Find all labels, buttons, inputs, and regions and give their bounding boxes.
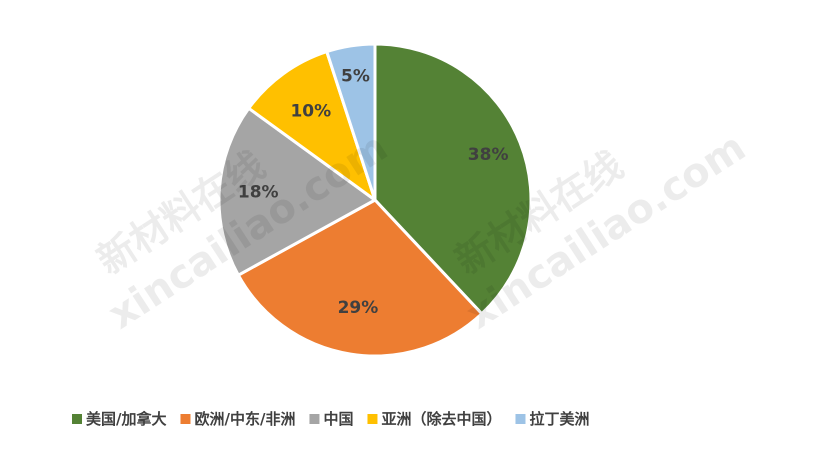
pie-data-labels: 38% 29% 18% 10% 5%	[238, 67, 509, 318]
pie-slice-1	[373, 42, 533, 316]
legend-label-2: 欧洲/中东/非洲	[194, 410, 295, 428]
legend-swatch-1	[72, 414, 82, 424]
legend-label-3: 中国	[323, 410, 353, 428]
legend: 美国/加拿大 欧洲/中东/非洲 中国 亚洲（除去中国） 拉丁美洲	[72, 410, 590, 428]
legend-label-5: 拉丁美洲	[529, 410, 589, 428]
pie-slice-5	[325, 42, 377, 202]
legend-swatch-3	[309, 414, 320, 424]
legend-swatch-2	[180, 414, 191, 424]
data-label-5: 5%	[341, 67, 370, 87]
data-label-2: 29%	[338, 298, 379, 318]
pie-slice-3	[217, 106, 377, 277]
legend-label-1: 美国/加拿大	[86, 410, 166, 428]
legend-swatch-4	[367, 414, 378, 424]
data-label-4: 10%	[290, 102, 331, 122]
pie-slices	[217, 42, 533, 358]
data-label-3: 18%	[238, 183, 279, 203]
legend-swatch-5	[515, 414, 526, 424]
pie-slice-4	[247, 50, 377, 202]
legend-label-4: 亚洲（除去中国）	[381, 410, 501, 428]
pie-slice-2	[236, 198, 484, 358]
data-label-1: 38%	[468, 145, 509, 165]
